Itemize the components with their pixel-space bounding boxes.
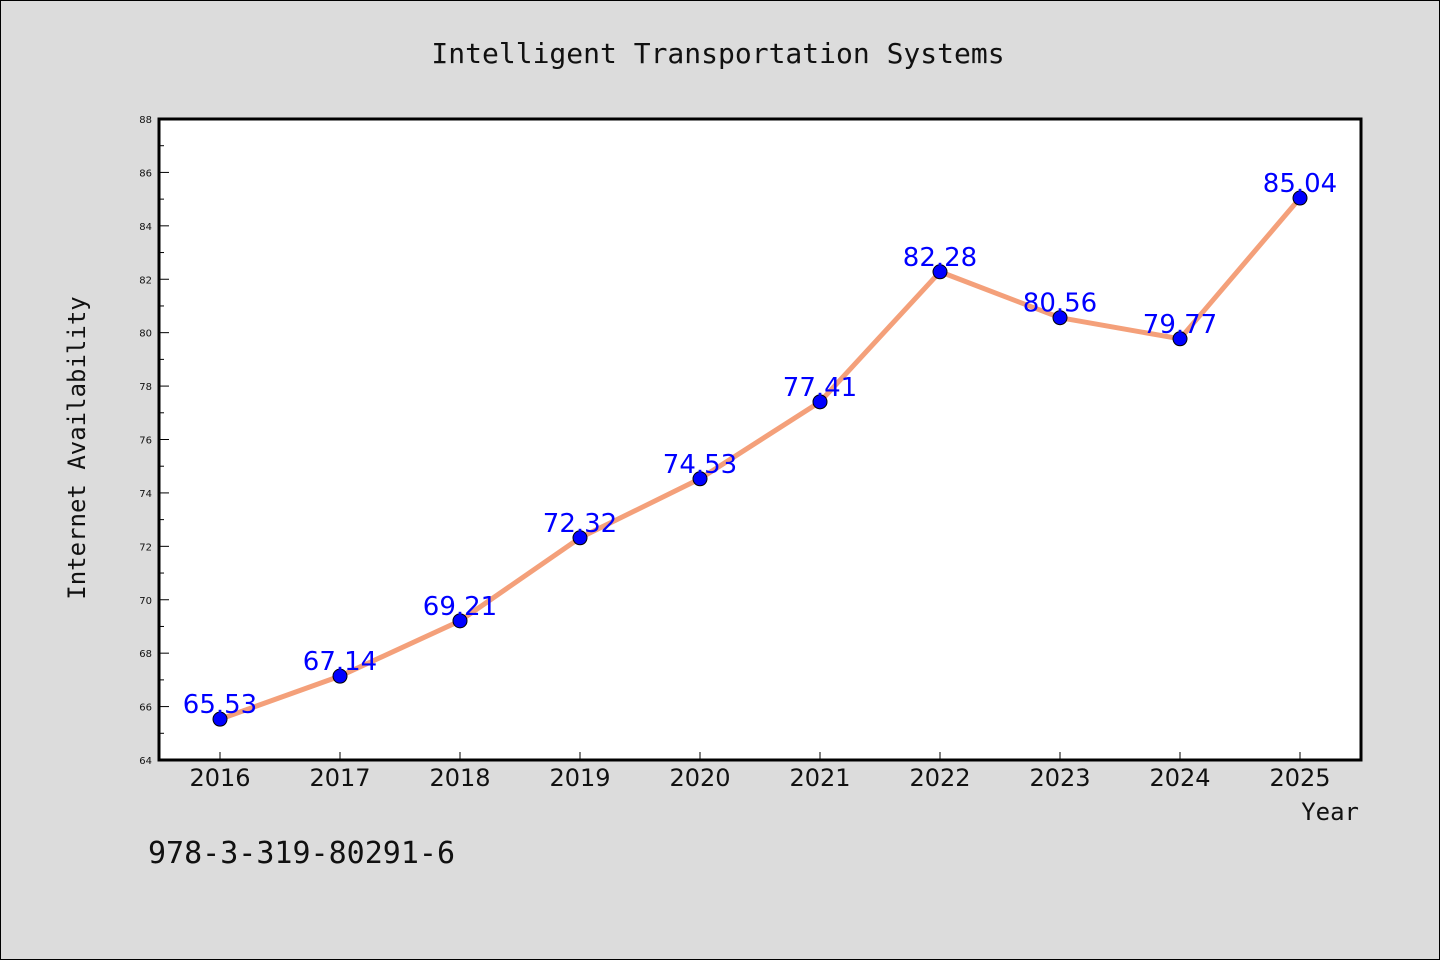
data-point (452, 613, 468, 629)
x-tick-label: 2020 (669, 764, 730, 792)
y-tick-label: 86 (139, 168, 152, 179)
x-tick-label: 2022 (909, 764, 970, 792)
data-point (332, 668, 348, 684)
y-tick-label: 72 (139, 542, 152, 553)
data-label: 85.04 (1263, 169, 1337, 199)
y-tick-label: 74 (139, 489, 152, 500)
y-tick-label: 78 (139, 382, 152, 393)
y-axis-ticks: 64 66 68 70 72 74 76 78 80 82 84 86 88 (139, 115, 169, 767)
y-tick-label: 80 (139, 329, 152, 340)
data-point (1292, 190, 1308, 206)
data-label: 67.14 (303, 647, 377, 677)
data-label: 82.28 (903, 243, 977, 273)
data-markers (212, 190, 1308, 727)
y-tick-label: 68 (139, 649, 152, 660)
data-label: 77.41 (783, 373, 857, 403)
x-tick-label: 2017 (309, 764, 370, 792)
x-tick-label: 2021 (789, 764, 850, 792)
x-tick-label: 2016 (189, 764, 250, 792)
data-label: 79.77 (1143, 310, 1217, 340)
data-label: 72.32 (543, 509, 617, 539)
x-axis-label: Year (1301, 798, 1359, 826)
data-point (572, 530, 588, 546)
data-labels: 65.53 67.14 69.21 72.32 74.53 77.41 82.28 80.56… (183, 169, 1337, 720)
y-axis-label: Internet Availability (63, 296, 91, 599)
y-tick-label: 76 (139, 436, 152, 447)
series-line (219, 196, 1302, 722)
y-tick-label: 84 (139, 222, 152, 233)
y-tick-label: 88 (139, 115, 152, 126)
y-tick-label: 70 (139, 596, 152, 607)
chart-title: Intelligent Transportation Systems (431, 37, 1004, 70)
data-point (932, 264, 948, 280)
x-tick-label: 2018 (429, 764, 490, 792)
data-label: 65.53 (183, 690, 257, 720)
data-point (812, 394, 828, 410)
data-point (1172, 331, 1188, 347)
data-point (692, 471, 708, 487)
data-label: 80.56 (1023, 289, 1097, 319)
data-point (212, 711, 228, 727)
data-label: 69.21 (423, 592, 497, 622)
x-tick-label: 2023 (1029, 764, 1090, 792)
y-tick-label: 64 (139, 756, 152, 767)
x-tick-label: 2019 (549, 764, 610, 792)
x-axis-ticks: 2016 2017 2018 2019 2020 2021 2022 2023 2024 2025 (189, 752, 1331, 792)
y-tick-label: 82 (139, 275, 152, 286)
x-tick-label: 2025 (1269, 764, 1330, 792)
footnote-isbn: 978-3-319-80291-6 (148, 836, 455, 871)
x-tick-label: 2024 (1149, 764, 1210, 792)
data-point (1052, 310, 1068, 326)
data-label: 74.53 (663, 450, 737, 480)
y-tick-label: 66 (139, 703, 152, 714)
